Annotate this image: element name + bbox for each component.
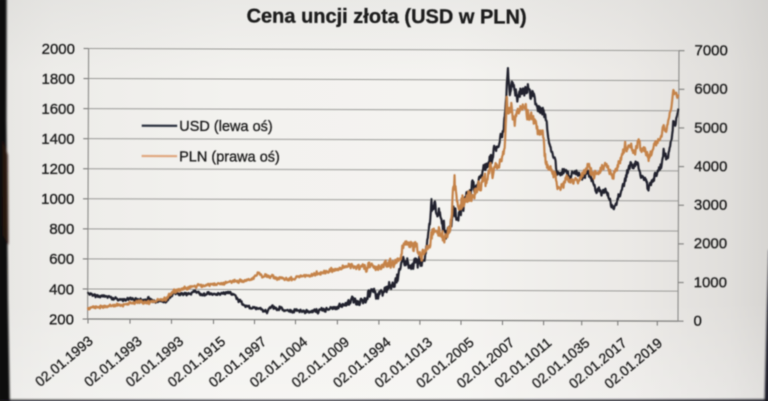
svg-text:7000: 7000	[694, 42, 727, 59]
svg-text:1400: 1400	[41, 131, 74, 148]
svg-text:2000: 2000	[42, 41, 75, 58]
svg-text:1000: 1000	[694, 274, 727, 291]
svg-text:600: 600	[49, 251, 74, 268]
svg-text:1600: 1600	[41, 101, 74, 118]
svg-text:USD (lewa oś): USD (lewa oś)	[179, 119, 273, 135]
svg-text:200: 200	[49, 311, 74, 328]
svg-text:6000: 6000	[694, 81, 727, 98]
svg-text:5000: 5000	[694, 120, 727, 137]
svg-text:3000: 3000	[694, 197, 727, 214]
svg-text:800: 800	[49, 221, 74, 238]
svg-text:400: 400	[49, 281, 74, 298]
svg-text:0: 0	[693, 313, 701, 330]
svg-text:1200: 1200	[41, 161, 74, 178]
svg-text:4000: 4000	[694, 158, 727, 175]
svg-text:1000: 1000	[41, 191, 74, 208]
svg-text:PLN (prawa oś): PLN (prawa oś)	[179, 149, 280, 165]
svg-text:2000: 2000	[694, 235, 727, 252]
svg-text:Cena uncji złota (USD w PLN): Cena uncji złota (USD w PLN)	[247, 5, 527, 28]
svg-text:1800: 1800	[41, 71, 74, 88]
